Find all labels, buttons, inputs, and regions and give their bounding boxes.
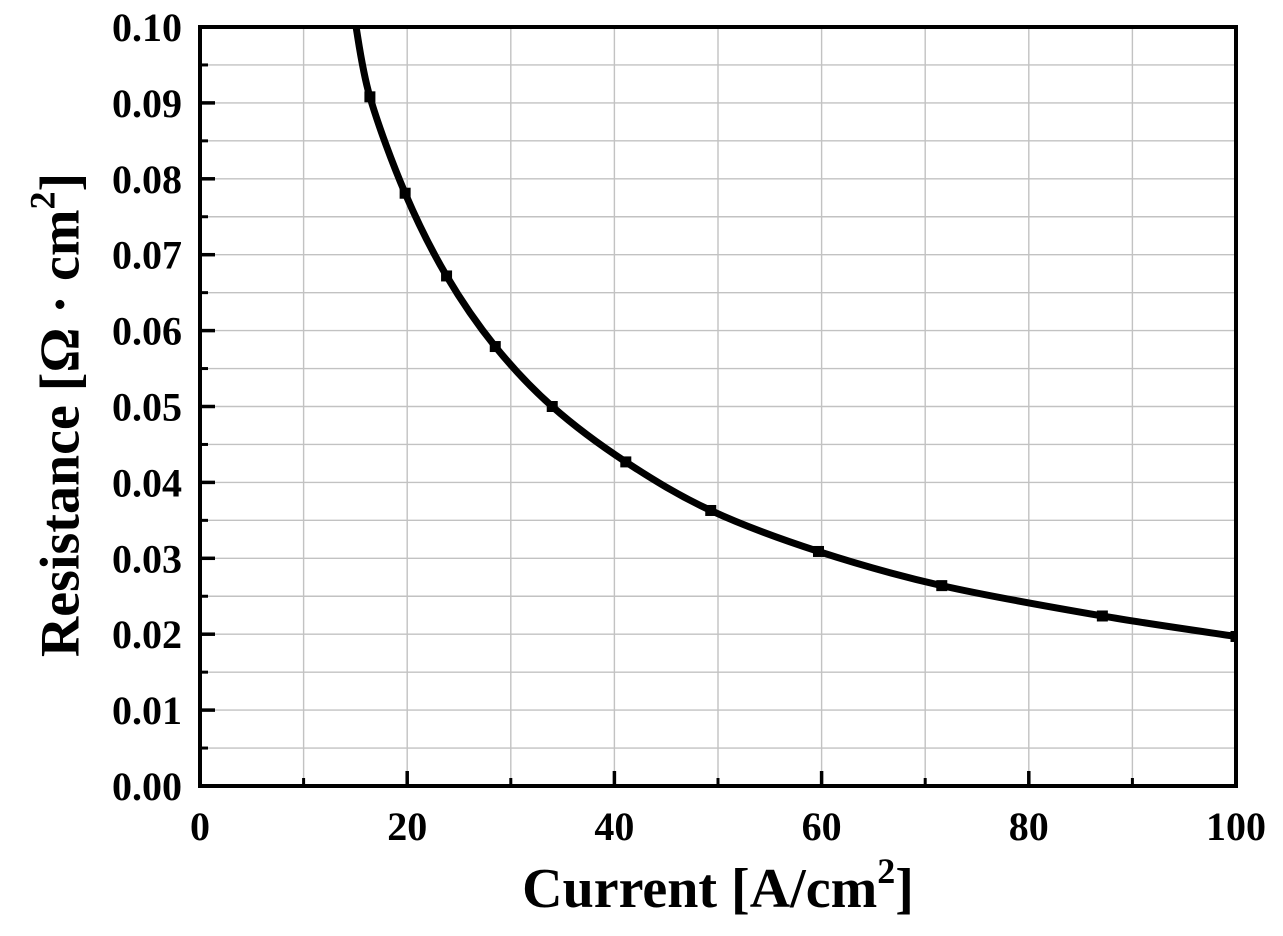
y-tick-label: 0.04 xyxy=(112,460,182,505)
y-tick-label: 0.02 xyxy=(112,612,182,657)
data-curve-group xyxy=(352,27,1236,642)
y-tick-label: 0.00 xyxy=(112,764,182,809)
x-tick-label: 100 xyxy=(1206,804,1266,849)
y-tick-label: 0.08 xyxy=(112,157,182,202)
x-tick-label: 0 xyxy=(190,804,210,849)
gridlines xyxy=(200,27,1236,786)
x-axis-title: Current [A/cm2] xyxy=(200,850,1236,921)
y-tick-label: 0.07 xyxy=(112,233,182,278)
data-point-marker xyxy=(1230,630,1236,642)
data-point-marker xyxy=(620,456,632,468)
x-axis-title-bracket: ] xyxy=(895,858,914,920)
data-point-marker xyxy=(364,91,376,103)
tick-labels: 0 20 40 60 80 100 0.00 0.01 0.02 0.03 0.04 0.05 0.06… xyxy=(112,5,1266,849)
y-tick-label: 0.09 xyxy=(112,81,182,126)
y-axis-title-bracket: ] xyxy=(29,172,92,192)
x-tick-label: 20 xyxy=(387,804,427,849)
y-tick-label: 0.06 xyxy=(112,309,182,354)
y-tick-label: 0.05 xyxy=(112,385,182,430)
data-point-marker xyxy=(399,187,411,199)
x-tick-label: 80 xyxy=(1009,804,1049,849)
data-point-marker xyxy=(936,580,948,592)
data-point-marker xyxy=(441,270,453,282)
data-point-marker xyxy=(489,341,501,353)
plot-border xyxy=(198,25,1238,788)
y-tick-label: 0.01 xyxy=(112,688,182,733)
x-tick-label: 40 xyxy=(594,804,634,849)
data-point-marker xyxy=(1096,610,1108,622)
x-axis-title-text: Current [A/cm xyxy=(522,858,878,920)
data-point-marker xyxy=(705,504,717,516)
resistance-curve xyxy=(352,27,1236,640)
x-tick-label: 60 xyxy=(802,804,842,849)
y-axis-title: Resistance [Ω · cm2] xyxy=(22,173,93,657)
y-axis-title-superscript: 2 xyxy=(22,191,63,210)
x-axis-title-superscript: 2 xyxy=(877,851,896,891)
data-point-marker xyxy=(546,401,558,412)
data-point-marker xyxy=(812,545,824,557)
y-tick-label: 0.03 xyxy=(112,536,182,581)
y-tick-label: 0.10 xyxy=(112,5,182,50)
y-axis-title-text: Resistance [Ω · cm xyxy=(29,209,92,658)
